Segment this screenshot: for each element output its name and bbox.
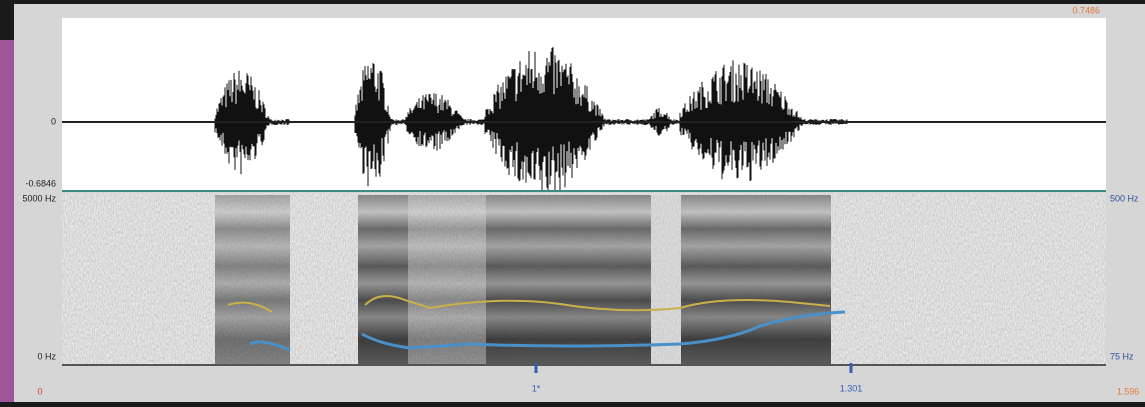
bottom-right-label: 1.596 xyxy=(1117,386,1140,396)
pitch-max-label: 500 Hz xyxy=(1110,193,1139,203)
voiced-region xyxy=(651,195,681,365)
voiced-region xyxy=(681,195,831,365)
max-frequency-label: 5000 Hz xyxy=(22,193,56,203)
cursor-label: 1.301 xyxy=(840,383,863,393)
top-right-label: 0.7486 xyxy=(1072,5,1100,15)
min-frequency-label: 0 Hz xyxy=(37,351,56,361)
voiced-region xyxy=(358,195,408,365)
voiced-region xyxy=(486,195,651,365)
pitch-min-label: 75 Hz xyxy=(1110,351,1134,361)
desktop-edge xyxy=(0,40,14,402)
zero-label: 0 xyxy=(51,116,56,126)
praat-window: 0.7486 0 -0.6846 5000 Hz 0 Hz 500 Hz 75 … xyxy=(0,0,1145,402)
voiced-region xyxy=(408,195,486,365)
page: 0.7486 0 -0.6846 5000 Hz 0 Hz 500 Hz 75 … xyxy=(0,0,1145,402)
min-amplitude-label: -0.6846 xyxy=(25,178,56,188)
bottom-left-label: 0 xyxy=(37,386,42,396)
voiced-region xyxy=(215,195,290,365)
cursor-label: 1* xyxy=(532,383,541,393)
